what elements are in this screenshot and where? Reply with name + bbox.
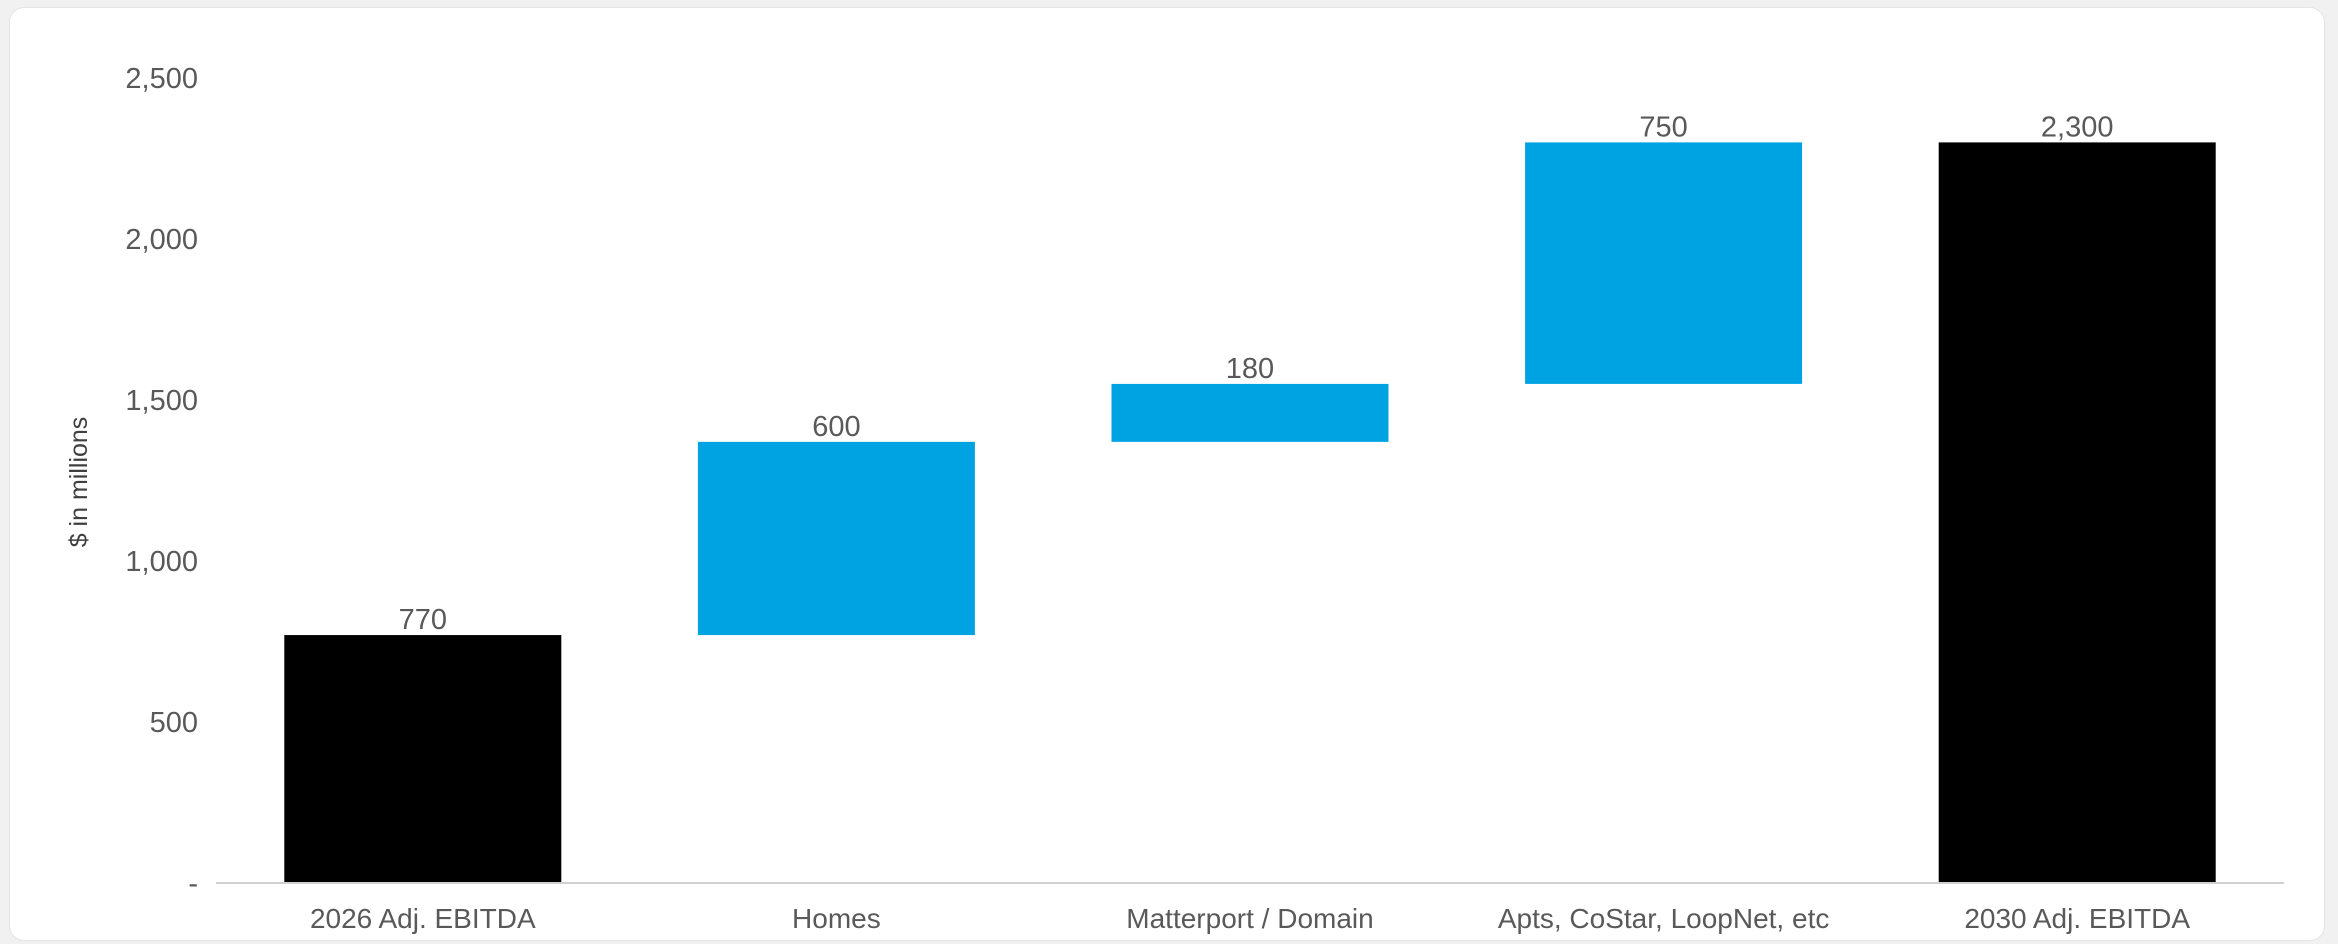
y-tick-label: 2,500 [125, 63, 198, 95]
y-axis: - 500 1,000 1,500 2,000 2,500 [125, 63, 198, 900]
x-category-label: Homes [792, 903, 881, 934]
x-category-label: 2030 Adj. EBITDA [1964, 903, 2190, 934]
data-label: 750 [1639, 111, 1687, 143]
bar-increment [1525, 142, 1803, 384]
bar-total [1938, 142, 2216, 883]
data-label: 180 [1226, 353, 1274, 385]
y-tick-label: - [188, 868, 198, 900]
data-label: 600 [812, 411, 860, 443]
data-label: 770 [399, 604, 447, 636]
x-category-label: Matterport / Domain [1126, 903, 1373, 934]
bar-increment [1111, 383, 1389, 442]
x-category-label: 2026 Adj. EBITDA [310, 903, 536, 934]
data-labels: 770 600 180 750 2,300 [399, 111, 2114, 636]
x-axis: 2026 Adj. EBITDA Homes Matterport / Domain… [216, 882, 2284, 934]
y-tick-label: 1,000 [125, 546, 198, 578]
bars [284, 142, 2216, 883]
bar-increment [697, 441, 975, 636]
x-category-label: Apts, CoStar, LoopNet, etc [1498, 903, 1830, 934]
y-tick-label: 1,500 [125, 385, 198, 417]
data-label: 2,300 [2041, 111, 2114, 143]
y-tick-label: 2,000 [125, 224, 198, 256]
y-tick-label: 500 [150, 707, 198, 739]
bar-total [284, 635, 562, 883]
y-axis-title: $ in millions [65, 417, 93, 548]
